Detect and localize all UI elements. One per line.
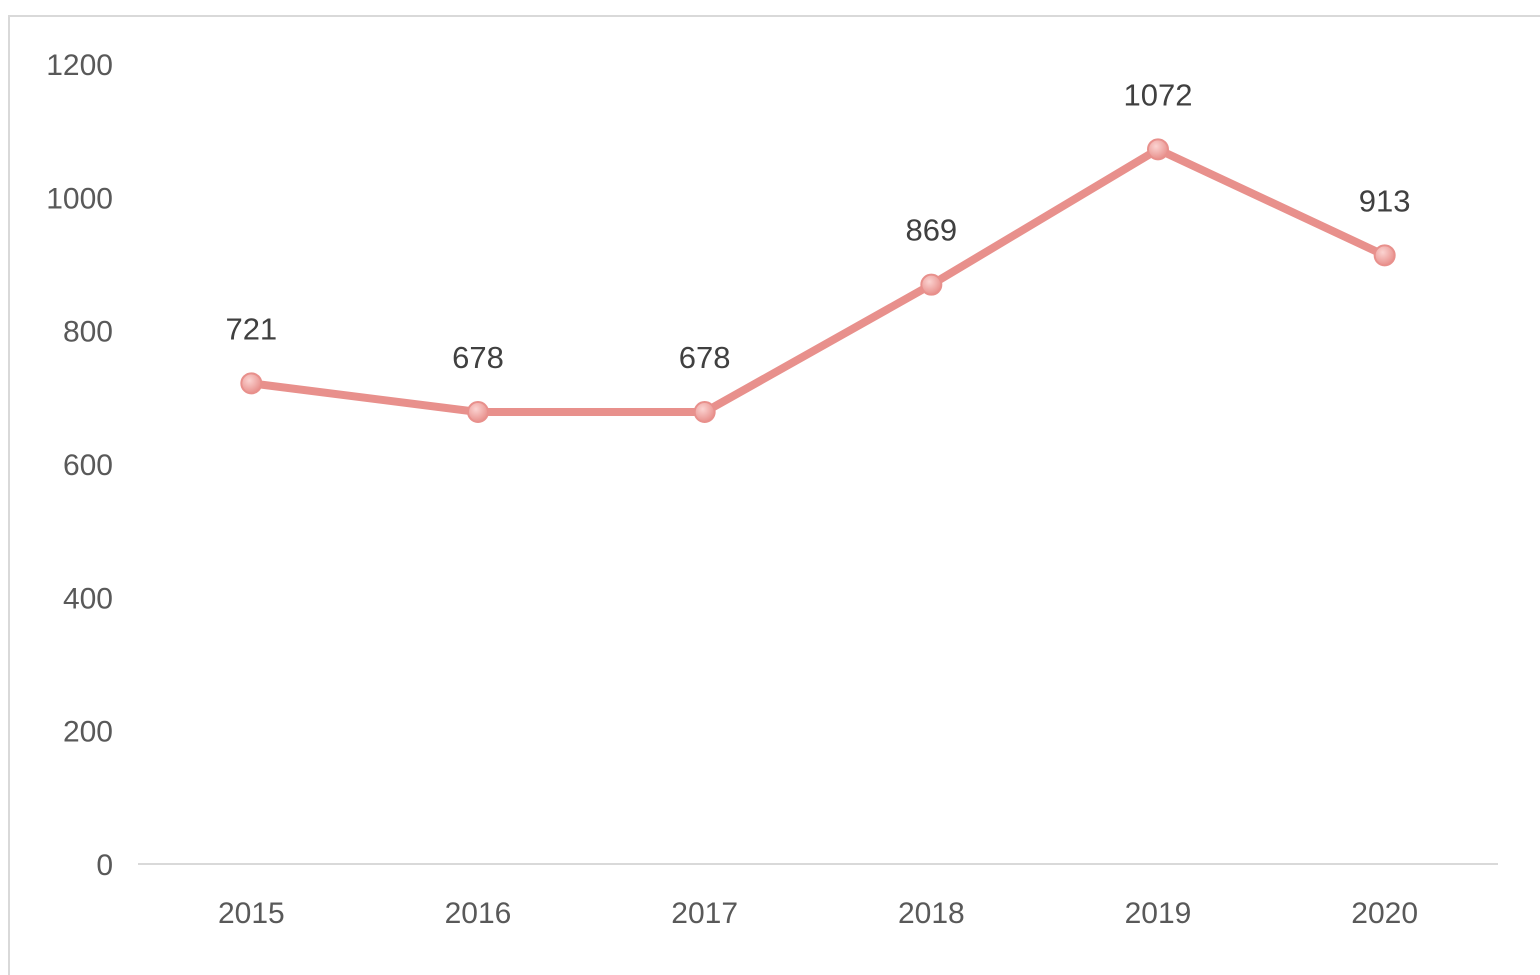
x-tick-label: 2020 [1351, 897, 1418, 930]
data-point-marker [1147, 138, 1169, 161]
y-tick-label: 0 [96, 849, 113, 882]
data-labels: 721 678 678 869 1072 913 [225, 77, 1410, 375]
x-tick-label: 2017 [671, 897, 738, 930]
data-point-marker [693, 401, 716, 423]
data-point-marker [1373, 244, 1396, 267]
data-markers [240, 138, 1396, 423]
y-axis-tick-labels: 0 200 400 600 800 1000 1200 [46, 49, 113, 882]
series-line [247, 145, 1389, 416]
x-tick-label: 2018 [898, 897, 965, 930]
y-tick-label: 400 [63, 582, 113, 615]
data-label: 678 [452, 340, 504, 375]
data-point-marker [467, 401, 489, 423]
data-label: 721 [225, 311, 277, 346]
x-axis-tick-labels: 2015 2016 2017 2018 2019 2020 [218, 897, 1418, 930]
y-tick-label: 200 [63, 716, 113, 749]
y-tick-label: 600 [63, 449, 113, 482]
data-label: 1072 [1124, 77, 1193, 112]
y-tick-label: 1000 [46, 182, 113, 215]
chart-frame [8, 15, 1540, 975]
data-point-marker [920, 273, 943, 296]
data-label: 869 [905, 213, 957, 248]
data-label: 913 [1359, 183, 1411, 218]
data-label: 678 [679, 340, 731, 375]
x-tick-label: 2015 [218, 897, 285, 930]
y-tick-label: 1200 [46, 49, 113, 82]
x-tick-label: 2016 [445, 897, 512, 930]
data-point-marker [240, 372, 263, 395]
y-tick-label: 800 [63, 316, 113, 349]
x-tick-label: 2019 [1125, 897, 1192, 930]
